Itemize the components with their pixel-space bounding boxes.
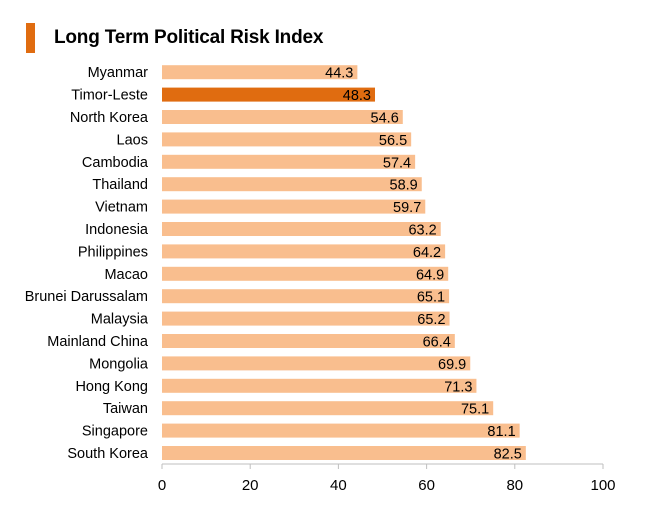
data-label: 58.9 bbox=[390, 178, 418, 194]
bar bbox=[162, 378, 477, 393]
data-label: 75.1 bbox=[461, 402, 489, 418]
bar bbox=[162, 401, 494, 416]
data-label: 54.6 bbox=[371, 111, 399, 127]
x-tick-label: 20 bbox=[242, 477, 259, 494]
category-label: Cambodia bbox=[82, 155, 149, 171]
category-label: Thailand bbox=[92, 177, 148, 193]
x-tick-label: 0 bbox=[158, 477, 166, 494]
category-label: Myanmar bbox=[88, 65, 149, 81]
bar bbox=[162, 132, 412, 147]
x-tick-label: 60 bbox=[418, 477, 435, 494]
bar bbox=[162, 222, 441, 236]
data-label: 71.3 bbox=[444, 379, 472, 395]
bar bbox=[162, 334, 455, 348]
bar bbox=[162, 266, 449, 281]
category-label: Malaysia bbox=[91, 312, 149, 328]
bar bbox=[162, 110, 403, 124]
data-label: 69.9 bbox=[438, 357, 466, 373]
bar bbox=[162, 87, 376, 102]
bar bbox=[162, 199, 426, 214]
x-tick-label: 100 bbox=[590, 477, 615, 494]
category-label: Mongolia bbox=[89, 356, 149, 372]
data-label: 59.7 bbox=[393, 200, 421, 216]
bar bbox=[162, 423, 520, 438]
data-label: 56.5 bbox=[379, 133, 407, 149]
category-label: Vietnam bbox=[95, 200, 148, 216]
data-label: 81.1 bbox=[487, 424, 515, 440]
data-label: 82.5 bbox=[494, 447, 522, 463]
x-tick-label: 40 bbox=[330, 477, 347, 494]
bar bbox=[162, 311, 450, 326]
category-label: North Korea bbox=[70, 110, 149, 126]
data-label: 44.3 bbox=[325, 66, 353, 82]
data-label: 63.2 bbox=[408, 223, 436, 239]
category-label: Brunei Darussalam bbox=[25, 289, 148, 305]
bar bbox=[162, 446, 526, 460]
bar bbox=[162, 356, 471, 371]
category-label: Singapore bbox=[82, 424, 148, 440]
category-label: Hong Kong bbox=[75, 379, 148, 395]
category-label: Philippines bbox=[78, 244, 148, 260]
data-label: 64.9 bbox=[416, 267, 444, 283]
bar bbox=[162, 244, 446, 259]
data-label: 48.3 bbox=[343, 88, 371, 104]
title-accent-bar bbox=[26, 23, 35, 53]
bar bbox=[162, 177, 422, 192]
category-label: Indonesia bbox=[85, 222, 149, 238]
bar bbox=[162, 154, 416, 169]
chart-title: Long Term Political Risk Index bbox=[54, 27, 324, 48]
x-tick-label: 80 bbox=[506, 477, 523, 494]
bar bbox=[162, 289, 450, 304]
category-label: Taiwan bbox=[103, 401, 148, 417]
category-label: Mainland China bbox=[47, 334, 149, 350]
data-label: 64.2 bbox=[413, 245, 441, 261]
data-label: 57.4 bbox=[383, 155, 411, 171]
category-label: Macao bbox=[104, 267, 148, 283]
category-label: Laos bbox=[117, 132, 148, 148]
data-label: 65.1 bbox=[417, 290, 445, 306]
data-label: 66.4 bbox=[423, 335, 451, 351]
data-label: 65.2 bbox=[417, 312, 445, 328]
category-label: South Korea bbox=[67, 446, 149, 462]
category-label: Timor-Leste bbox=[71, 88, 148, 104]
bar bbox=[162, 65, 358, 80]
